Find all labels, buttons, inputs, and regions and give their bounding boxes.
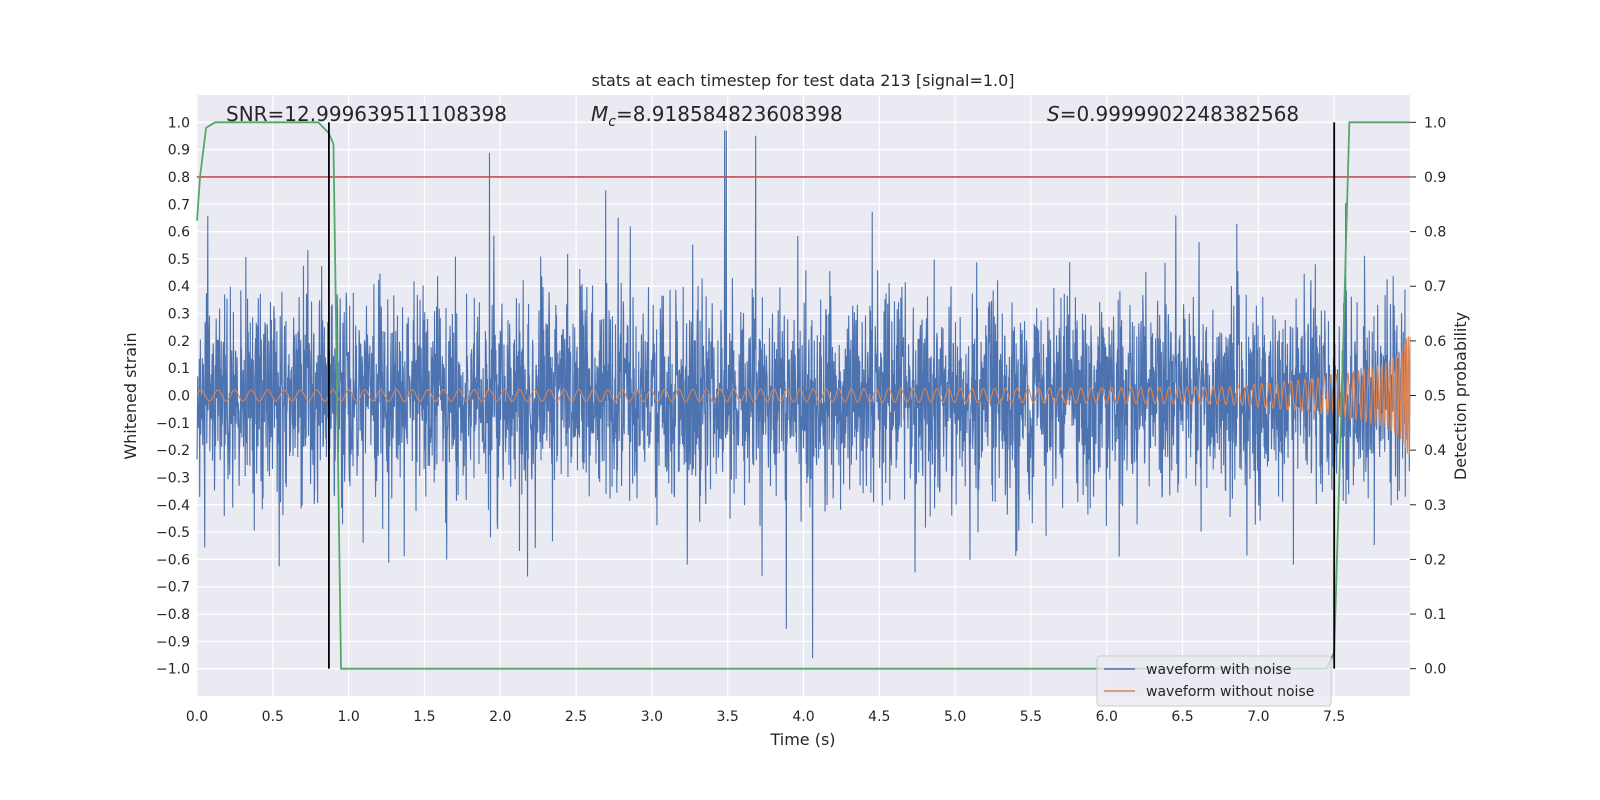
x-tick-label: 2.0 bbox=[489, 709, 511, 725]
y-tick-label: −0.4 bbox=[156, 498, 190, 514]
x-tick-label: 4.5 bbox=[868, 709, 890, 725]
y-tick-label: 0.3 bbox=[168, 307, 190, 323]
annotation-mc-value: =8.918584823608398 bbox=[616, 102, 843, 126]
x-tick-label: 0.0 bbox=[186, 709, 208, 725]
x-tick-label: 0.5 bbox=[262, 709, 284, 725]
y-tick-label: −0.2 bbox=[156, 443, 190, 459]
x-tick-label: 6.0 bbox=[1096, 709, 1118, 725]
annotation-mc-subscript: c bbox=[608, 114, 616, 130]
y-tick-label: −0.8 bbox=[156, 607, 190, 623]
series-waveform-without-noise bbox=[196, 336, 1411, 455]
y-tick-label: −0.1 bbox=[156, 416, 190, 432]
y-tick-label: −0.5 bbox=[156, 525, 190, 541]
y2-tick-label: 0.5 bbox=[1424, 389, 1446, 405]
y-tick-label: 0.0 bbox=[168, 389, 190, 405]
detection-probability-line bbox=[196, 121, 1410, 670]
x-tick-label: 3.5 bbox=[717, 709, 739, 725]
y2-tick-label: 0.2 bbox=[1424, 552, 1446, 568]
y-tick-label: 0.9 bbox=[168, 143, 190, 159]
y2-tick-label: 0.3 bbox=[1424, 498, 1446, 514]
y-tick-label: 0.1 bbox=[168, 361, 190, 377]
y2-tick-label: 1.0 bbox=[1424, 115, 1446, 131]
annotation-s-value: =0.9999902248382568 bbox=[1060, 102, 1299, 126]
y-tick-label: 0.7 bbox=[168, 197, 190, 213]
x-tick-label: 4.0 bbox=[792, 709, 814, 725]
y-tick-label: 0.5 bbox=[168, 252, 190, 268]
annotation-snr: SNR=12.999639511108398 bbox=[226, 102, 507, 126]
x-tick-label: 2.5 bbox=[565, 709, 587, 725]
chirp-line bbox=[196, 336, 1411, 455]
y2-axis-label: Detection probability bbox=[1451, 312, 1470, 480]
y-tick-label: −0.9 bbox=[156, 634, 190, 650]
y-tick-label: 1.0 bbox=[168, 115, 190, 131]
y2-tick-label: 0.1 bbox=[1424, 607, 1446, 623]
annotation-mc: Mc=8.918584823608398 bbox=[591, 102, 843, 130]
legend-label-noise: waveform with noise bbox=[1146, 662, 1291, 678]
annotation-s: S=0.9999902248382568 bbox=[1047, 102, 1299, 126]
chart-title: stats at each timestep for test data 213… bbox=[591, 71, 1014, 90]
x-tick-label: 5.0 bbox=[944, 709, 966, 725]
y2-tick-label: 0.9 bbox=[1424, 170, 1446, 186]
x-tick-label: 5.5 bbox=[1020, 709, 1042, 725]
legend-label-clean: waveform without noise bbox=[1146, 684, 1314, 700]
x-tick-label: 7.0 bbox=[1247, 709, 1269, 725]
y2-tick-label: 0.6 bbox=[1424, 334, 1446, 350]
x-tick-label: 6.5 bbox=[1171, 709, 1193, 725]
y-tick-label: −0.6 bbox=[156, 552, 190, 568]
legend: waveform with noise waveform without noi… bbox=[1096, 655, 1332, 707]
annotation-s-symbol: S bbox=[1047, 102, 1060, 126]
ticks: 0.0 0.5 1.0 1.5 2.0 2.5 3.0 3.5 4.0 4.5 5.0 5.5 6.0 6… bbox=[156, 115, 1446, 725]
y-tick-label: 0.4 bbox=[168, 279, 190, 295]
x-tick-label: 7.5 bbox=[1323, 709, 1345, 725]
x-tick-label: 3.0 bbox=[641, 709, 663, 725]
y-tick-label: 0.6 bbox=[168, 225, 190, 241]
x-tick-label: 1.5 bbox=[413, 709, 435, 725]
y-axis-label: Whitened strain bbox=[121, 332, 140, 459]
y-tick-label: −0.3 bbox=[156, 470, 190, 486]
y-tick-label: 0.8 bbox=[168, 170, 190, 186]
y-tick-label: −0.7 bbox=[156, 580, 190, 596]
annotation-mc-symbol: M bbox=[591, 102, 608, 126]
y2-tick-label: 0.0 bbox=[1424, 662, 1446, 678]
y-tick-label: 0.2 bbox=[168, 334, 190, 350]
y2-tick-label: 0.7 bbox=[1424, 279, 1446, 295]
y2-tick-label: 0.8 bbox=[1424, 225, 1446, 241]
x-tick-label: 1.0 bbox=[337, 709, 359, 725]
x-axis-label: Time (s) bbox=[769, 730, 835, 749]
y-tick-label: −1.0 bbox=[156, 662, 190, 678]
detection-overlay bbox=[196, 121, 1410, 670]
legend-box bbox=[1096, 655, 1332, 707]
y2-tick-label: 0.4 bbox=[1424, 443, 1446, 459]
